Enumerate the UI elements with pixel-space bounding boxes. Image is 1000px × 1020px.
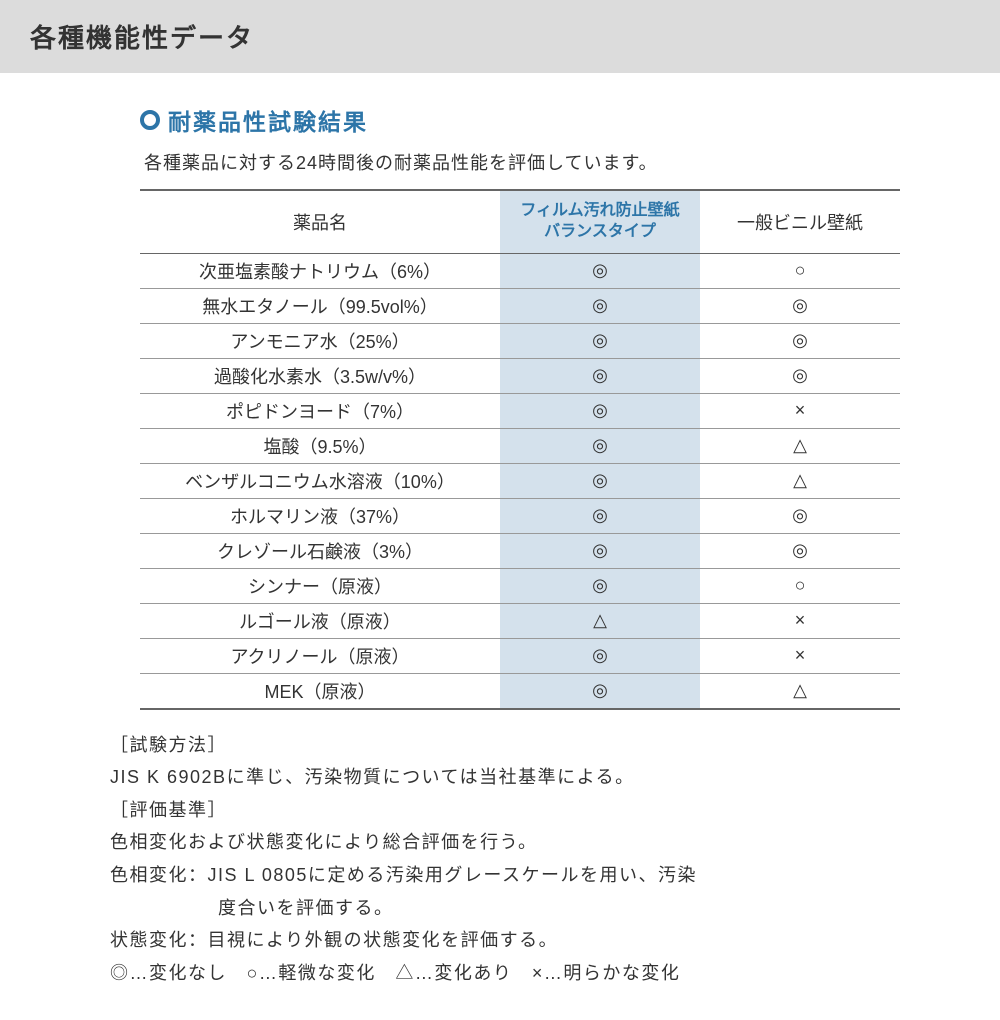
cell-vinyl-result: △ bbox=[700, 463, 900, 498]
table-row: ルゴール液（原液）△× bbox=[140, 603, 900, 638]
th-chemical-name: 薬品名 bbox=[140, 190, 500, 253]
th-film-wallpaper: フィルム汚れ防止壁紙 バランスタイプ bbox=[500, 190, 700, 253]
th-film-line1: フィルム汚れ防止壁紙 bbox=[506, 201, 694, 222]
page-title: 各種機能性データ bbox=[30, 23, 254, 53]
cell-vinyl-result: × bbox=[700, 393, 900, 428]
table-body: 次亜塩素酸ナトリウム（6%）◎○無水エタノール（99.5vol%）◎◎アンモニア… bbox=[140, 253, 900, 709]
cell-chemical-name: アンモニア水（25%） bbox=[140, 323, 500, 358]
content-area: 耐薬品性試験結果 各種薬品に対する24時間後の耐薬品性能を評価しています。 薬品… bbox=[0, 73, 1000, 1020]
cell-vinyl-result: × bbox=[700, 603, 900, 638]
bullet-icon bbox=[140, 110, 160, 130]
notes-method-label: ［試験方法］ bbox=[110, 730, 950, 761]
notes-block: ［試験方法］ JIS K 6902Bに準じ、汚染物質については当社基準による。 … bbox=[110, 730, 950, 989]
cell-film-result: ◎ bbox=[500, 323, 700, 358]
cell-vinyl-result: △ bbox=[700, 673, 900, 709]
notes-criteria-text: 色相変化および状態変化により総合評価を行う。 bbox=[110, 827, 950, 858]
cell-vinyl-result: ◎ bbox=[700, 498, 900, 533]
cell-film-result: ◎ bbox=[500, 638, 700, 673]
table-row: 過酸化水素水（3.5w/v%）◎◎ bbox=[140, 358, 900, 393]
cell-film-result: ◎ bbox=[500, 393, 700, 428]
chemical-resistance-table: 薬品名 フィルム汚れ防止壁紙 バランスタイプ 一般ビニル壁紙 次亜塩素酸ナトリウ… bbox=[140, 189, 900, 710]
cell-chemical-name: 無水エタノール（99.5vol%） bbox=[140, 288, 500, 323]
notes-legend: ◎…変化なし ○…軽微な変化 △…変化あり ×…明らかな変化 bbox=[110, 958, 950, 989]
cell-chemical-name: 塩酸（9.5%） bbox=[140, 428, 500, 463]
cell-chemical-name: アクリノール（原液） bbox=[140, 638, 500, 673]
cell-chemical-name: ポピドンヨード（7%） bbox=[140, 393, 500, 428]
cell-vinyl-result: ◎ bbox=[700, 323, 900, 358]
cell-film-result: ◎ bbox=[500, 533, 700, 568]
cell-vinyl-result: × bbox=[700, 638, 900, 673]
cell-vinyl-result: ○ bbox=[700, 253, 900, 288]
cell-vinyl-result: ○ bbox=[700, 568, 900, 603]
section-title-row: 耐薬品性試験結果 bbox=[140, 103, 950, 137]
cell-chemical-name: 過酸化水素水（3.5w/v%） bbox=[140, 358, 500, 393]
th-film-line2: バランスタイプ bbox=[506, 222, 694, 243]
table-row: ホルマリン液（37%）◎◎ bbox=[140, 498, 900, 533]
cell-chemical-name: MEK（原液） bbox=[140, 673, 500, 709]
table-header-row: 薬品名 フィルム汚れ防止壁紙 バランスタイプ 一般ビニル壁紙 bbox=[140, 190, 900, 253]
cell-film-result: ◎ bbox=[500, 253, 700, 288]
section-intro: 各種薬品に対する24時間後の耐薬品性能を評価しています。 bbox=[144, 149, 950, 175]
cell-film-result: △ bbox=[500, 603, 700, 638]
cell-vinyl-result: ◎ bbox=[700, 288, 900, 323]
cell-vinyl-result: ◎ bbox=[700, 358, 900, 393]
cell-film-result: ◎ bbox=[500, 673, 700, 709]
cell-vinyl-result: ◎ bbox=[700, 533, 900, 568]
cell-film-result: ◎ bbox=[500, 463, 700, 498]
cell-vinyl-result: △ bbox=[700, 428, 900, 463]
cell-film-result: ◎ bbox=[500, 568, 700, 603]
notes-hue-line2: 度合いを評価する。 bbox=[110, 893, 950, 924]
th-vinyl-wallpaper: 一般ビニル壁紙 bbox=[700, 190, 900, 253]
notes-hue-line1: 色相変化：JIS L 0805に定める汚染用グレースケールを用い、汚染 bbox=[110, 860, 950, 891]
table-row: ポピドンヨード（7%）◎× bbox=[140, 393, 900, 428]
cell-film-result: ◎ bbox=[500, 288, 700, 323]
table-row: アクリノール（原液）◎× bbox=[140, 638, 900, 673]
cell-film-result: ◎ bbox=[500, 358, 700, 393]
page-header: 各種機能性データ bbox=[0, 0, 1000, 73]
cell-chemical-name: 次亜塩素酸ナトリウム（6%） bbox=[140, 253, 500, 288]
cell-chemical-name: クレゾール石鹸液（3%） bbox=[140, 533, 500, 568]
cell-film-result: ◎ bbox=[500, 428, 700, 463]
section-title: 耐薬品性試験結果 bbox=[168, 103, 368, 137]
table-row: ベンザルコニウム水溶液（10%）◎△ bbox=[140, 463, 900, 498]
cell-chemical-name: ルゴール液（原液） bbox=[140, 603, 500, 638]
table-row: アンモニア水（25%）◎◎ bbox=[140, 323, 900, 358]
cell-chemical-name: ベンザルコニウム水溶液（10%） bbox=[140, 463, 500, 498]
table-row: シンナー（原液）◎○ bbox=[140, 568, 900, 603]
table-row: 塩酸（9.5%）◎△ bbox=[140, 428, 900, 463]
cell-chemical-name: シンナー（原液） bbox=[140, 568, 500, 603]
table-row: 無水エタノール（99.5vol%）◎◎ bbox=[140, 288, 900, 323]
notes-criteria-label: ［評価基準］ bbox=[110, 795, 950, 826]
table-row: クレゾール石鹸液（3%）◎◎ bbox=[140, 533, 900, 568]
cell-chemical-name: ホルマリン液（37%） bbox=[140, 498, 500, 533]
notes-method-text: JIS K 6902Bに準じ、汚染物質については当社基準による。 bbox=[110, 762, 950, 793]
table-row: MEK（原液）◎△ bbox=[140, 673, 900, 709]
table-row: 次亜塩素酸ナトリウム（6%）◎○ bbox=[140, 253, 900, 288]
cell-film-result: ◎ bbox=[500, 498, 700, 533]
notes-state-line: 状態変化：目視により外観の状態変化を評価する。 bbox=[110, 925, 950, 956]
